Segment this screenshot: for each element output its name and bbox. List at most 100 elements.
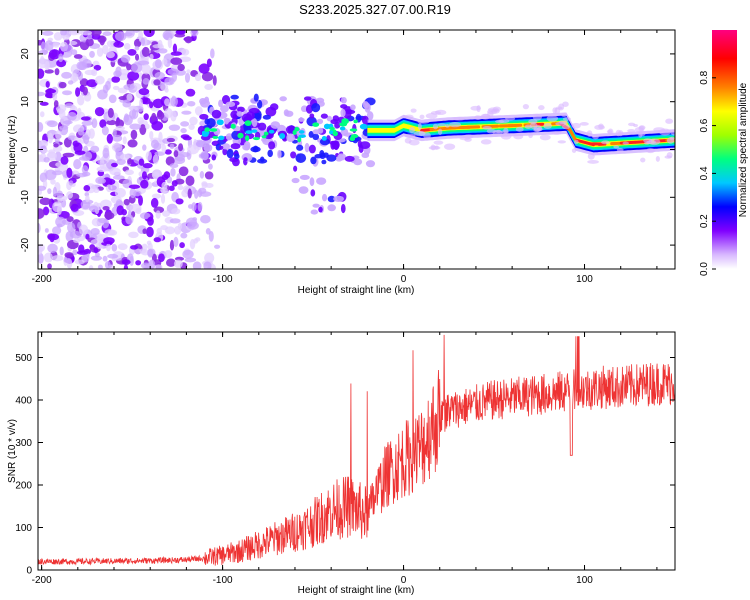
heatmap-noise-blob <box>52 186 58 197</box>
heatmap-mid-speck <box>202 130 210 135</box>
heatmap-noise-blob <box>102 84 109 94</box>
heatmap-noise-blob <box>112 128 117 137</box>
heatmap-noise-blob <box>75 87 81 97</box>
heatmap-noise-blob <box>38 68 45 79</box>
heatmap-mid-speck <box>237 132 244 139</box>
heatmap-noise-blob <box>141 64 152 75</box>
heatmap-noise-blob <box>185 217 198 228</box>
heatmap-noise-blob <box>93 247 99 254</box>
heatmap-noise-blob <box>145 151 152 161</box>
heatmap-noise-blob <box>90 145 100 153</box>
heatmap-noise-blob <box>161 143 167 154</box>
heatmap-noise-blob <box>151 120 164 131</box>
heatmap-noise-blob <box>106 40 114 48</box>
heatmap-noise-blob <box>100 199 112 209</box>
heatmap-noise-blob <box>149 53 154 60</box>
heatmap-noise-blob <box>133 30 140 33</box>
heatmap-noise-blob <box>103 237 115 245</box>
heatmap-haze <box>419 114 425 120</box>
heatmap-noise-blob <box>178 143 184 152</box>
heatmap-noise-blob <box>39 197 52 206</box>
heatmap-mid-blob <box>270 121 281 129</box>
heatmap-noise-blob <box>67 111 77 121</box>
heatmap-haze <box>533 127 541 133</box>
heatmap-mid-blob <box>312 133 320 141</box>
heatmap-haze <box>557 140 567 144</box>
heatmap-mid-blob <box>303 96 312 101</box>
snr-ytick-label: 100 <box>15 523 32 534</box>
snr-y-label: SNR (10 * v/v) <box>7 419 18 483</box>
heatmap-noise-blob <box>143 113 149 121</box>
heatmap-haze <box>664 155 672 159</box>
heatmap-noise-blob <box>153 206 165 214</box>
heatmap-noise-blob <box>122 100 132 108</box>
heatmap-noise-blob <box>106 243 111 252</box>
heatmap-noise-blob <box>38 50 49 55</box>
spectrogram-ytick-label: 0 <box>20 146 31 152</box>
heatmap-noise-blob <box>93 64 102 71</box>
heatmap-noise-blob <box>144 123 150 130</box>
heatmap-noise-blob <box>210 48 215 59</box>
heatmap-noise-blob <box>142 77 150 85</box>
heatmap-mid-blob <box>243 141 251 151</box>
heatmap-noise-blob <box>94 75 105 85</box>
heatmap-haze <box>586 130 593 137</box>
heatmap-noise-blob <box>102 255 108 262</box>
heatmap-noise-blob <box>116 158 126 165</box>
heatmap-noise-blob <box>67 40 78 46</box>
heatmap-mid-blob <box>219 145 224 150</box>
heatmap-noise-blob <box>171 180 178 187</box>
heatmap-noise-blob <box>134 53 140 61</box>
heatmap-noise-blob <box>187 204 194 209</box>
heatmap-noise-blob <box>96 166 109 173</box>
heatmap-noise-blob <box>139 212 151 220</box>
heatmap-noise-blob <box>141 171 148 180</box>
heatmap-haze <box>443 143 456 150</box>
heatmap-noise-blob <box>42 30 54 36</box>
heatmap-noise-blob <box>45 81 50 88</box>
heatmap-noise-blob <box>85 195 90 203</box>
heatmap-noise-blob <box>177 63 185 72</box>
heatmap-mid-speck <box>349 128 358 132</box>
heatmap-noise-blob <box>47 151 57 159</box>
heatmap-noise-blob <box>80 199 91 210</box>
heatmap-noise-blob <box>120 54 131 63</box>
heatmap-noise-blob <box>99 35 106 46</box>
heatmap-noise-blob <box>186 69 191 74</box>
heatmap-noise-blob <box>113 70 122 78</box>
heatmap-noise-blob <box>154 264 163 269</box>
heatmap-noise-blob <box>129 105 138 111</box>
heatmap-mid-blob <box>211 154 217 161</box>
heatmap-noise-blob <box>126 63 132 71</box>
heatmap-noise-blob <box>128 184 141 189</box>
heatmap-noise-blob <box>140 37 146 47</box>
heatmap-noise-blob <box>164 250 173 259</box>
heatmap-noise-blob <box>189 116 198 126</box>
heatmap-noise-blob <box>117 243 128 251</box>
heatmap-noise-blob <box>108 94 117 104</box>
heatmap-noise-blob <box>180 48 190 56</box>
heatmap-noise-blob <box>208 230 214 242</box>
heatmap-noise-blob <box>79 78 89 87</box>
heatmap-noise-blob <box>142 144 147 151</box>
heatmap-haze <box>643 141 650 145</box>
heatmap-mid-blob <box>220 105 229 113</box>
heatmap-noise-blob <box>166 258 176 267</box>
heatmap-noise-blob <box>38 223 41 234</box>
heatmap-haze <box>404 137 412 144</box>
heatmap-mid-blob <box>293 165 298 172</box>
heatmap-noise-blob <box>102 44 109 55</box>
heatmap-noise-blob <box>169 239 175 251</box>
heatmap-noise-blob <box>163 171 171 179</box>
heatmap-noise-blob <box>56 205 62 216</box>
heatmap-haze <box>666 137 675 144</box>
heatmap-noise-blob <box>54 68 60 76</box>
heatmap-noise-blob <box>118 95 128 101</box>
heatmap-noise-blob <box>123 84 135 90</box>
heatmap-noise-blob <box>105 184 113 193</box>
heatmap-noise-blob <box>134 45 140 51</box>
heatmap-noise-blob <box>58 53 64 63</box>
heatmap-noise-blob <box>168 124 181 131</box>
heatmap-mid-blob <box>200 99 211 108</box>
heatmap-mid-speck <box>230 123 236 129</box>
